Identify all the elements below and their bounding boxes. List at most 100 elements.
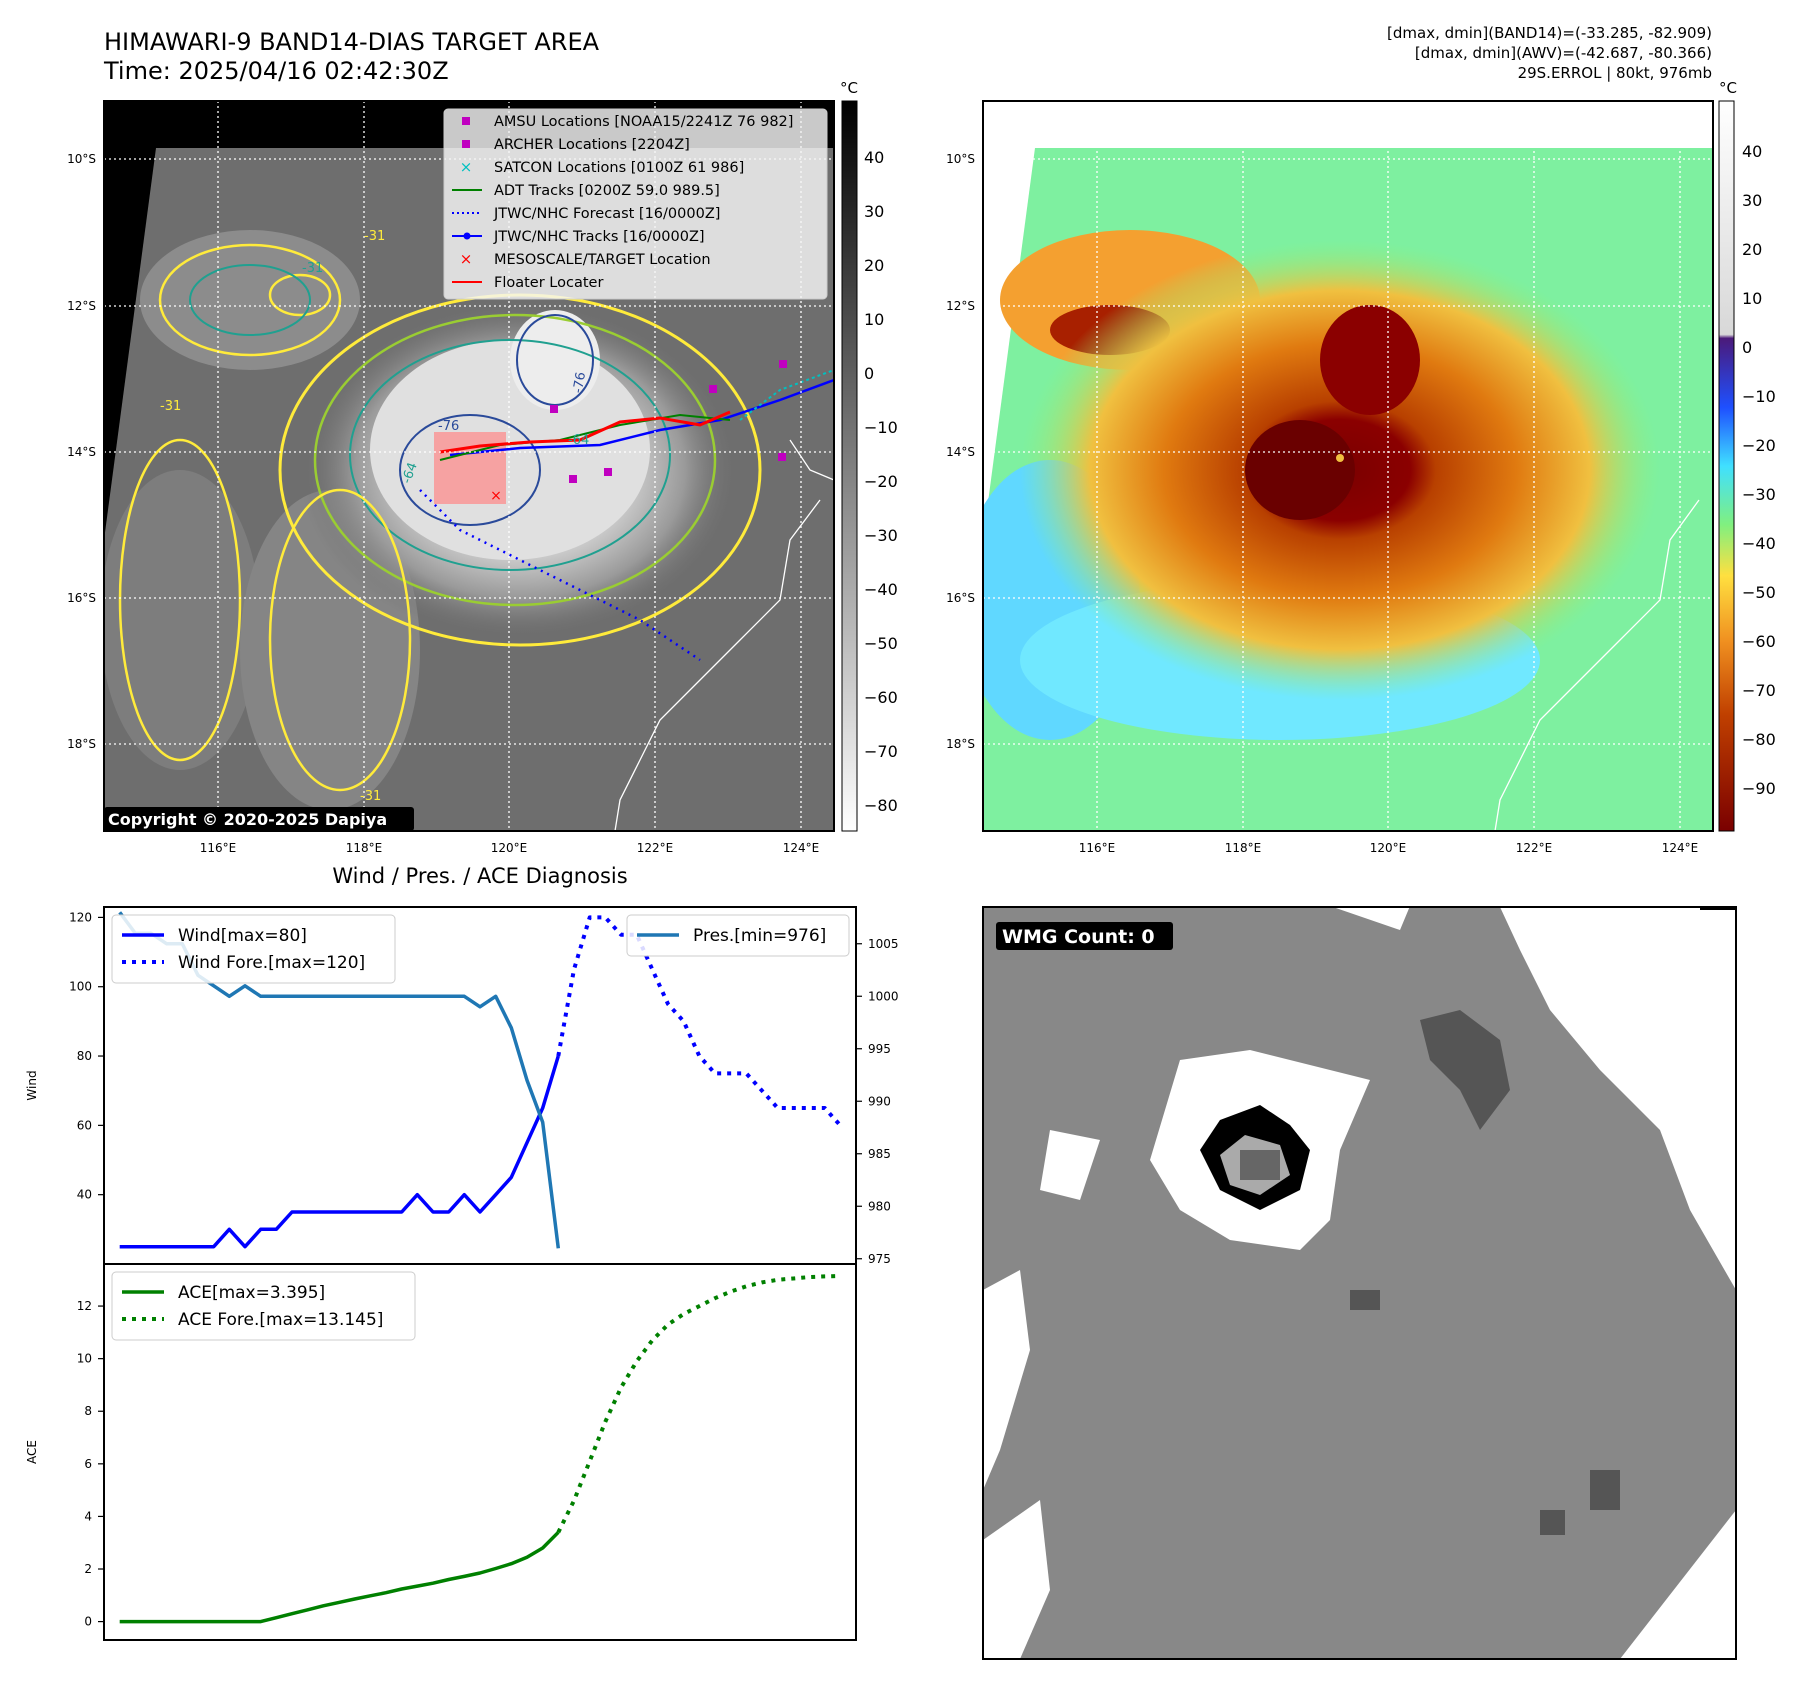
- cbar-tick-label: −80: [864, 796, 898, 815]
- legend-label: JTWC/NHC Tracks [16/0000Z]: [493, 229, 705, 245]
- cbar-tick-label: −90: [1742, 779, 1776, 798]
- y2-tick-label: 980: [868, 1199, 891, 1213]
- legend-marker-target: ×: [460, 250, 473, 268]
- left-colorbar-ticks: 40 30 20 10 0 −10 −20 −30 −40 −50 −60 −7…: [864, 148, 898, 815]
- y-tick-label: 6: [84, 1457, 92, 1471]
- coastline-color: [1494, 499, 1700, 831]
- legend-label: Wind[max=80]: [178, 926, 307, 946]
- cbar-tick-label: 20: [864, 256, 884, 275]
- series-line-1: [556, 1274, 841, 1534]
- cbar-tick-label: 0: [1742, 338, 1752, 357]
- cbar-tick-label: 30: [1742, 191, 1762, 210]
- legend-label: MESOSCALE/TARGET Location: [494, 252, 711, 268]
- legend-label: ACE[max=3.395]: [178, 1283, 325, 1303]
- y-axis-label: ACE: [25, 1440, 39, 1464]
- contour-label: -64: [399, 461, 420, 486]
- lon-tick-label: 124°E: [783, 841, 820, 855]
- dmax-band14-info: [dmax, dmin](BAND14)=(-33.285, -82.909): [1387, 24, 1712, 42]
- figure-time: Time: 2025/04/16 02:42:30Z: [104, 57, 449, 85]
- y-tick-label: 8: [84, 1404, 92, 1418]
- y-tick-label: 120: [69, 910, 92, 924]
- left-map-lon-ticks: 116°E 118°E 120°E 122°E 124°E: [200, 841, 820, 855]
- cbar-tick-label: −70: [1742, 681, 1776, 700]
- lat-tick-label: 14°S: [67, 445, 96, 459]
- legend-marker-amsu: [462, 117, 470, 125]
- grayscale-colorbar: [841, 100, 858, 832]
- legend-label: ACE Fore.[max=13.145]: [178, 1310, 383, 1330]
- cbar-tick-label: 10: [864, 310, 884, 329]
- lat-tick-label: 10°S: [67, 152, 96, 166]
- map-frame: [103, 100, 835, 832]
- series-line-1: [556, 915, 842, 1127]
- wmg-cold-patch: [1420, 1010, 1510, 1130]
- map-legend: AMSU Locations [NOAA15/2241Z 76 982] ARC…: [443, 108, 828, 300]
- cbar-tick-label: −60: [864, 688, 898, 707]
- lat-tick-label: 10°S: [946, 152, 975, 166]
- y-tick-label: 12: [77, 1299, 92, 1313]
- y-tick-label: 40: [77, 1188, 92, 1202]
- y2-tick-label: 995: [868, 1042, 891, 1056]
- cbar-tick-label: 0: [864, 364, 874, 383]
- cbar-tick-label: 40: [1742, 142, 1762, 161]
- ir-map-panel: × -31 -31 -31 -76 -76 -64 -64 -31 AMSU L…: [67, 79, 898, 855]
- figure-title: HIMAWARI-9 BAND14-DIAS TARGET AREA: [104, 28, 600, 56]
- copyright-badge: [104, 807, 414, 831]
- contour-label: -31: [360, 789, 381, 804]
- contour-label: -76: [571, 371, 589, 395]
- storm-eye-region: [1245, 420, 1355, 520]
- right-map-lon-ticks: 116°E 118°E 120°E 122°E 124°E: [1079, 841, 1699, 855]
- legend-box: [626, 914, 850, 957]
- cbar-tick-label: −50: [1742, 583, 1776, 602]
- lat-tick-label: 12°S: [67, 299, 96, 313]
- legend-box: [111, 1271, 416, 1341]
- amsu-marker: [779, 360, 787, 368]
- wind-pressure-axes: 40 60 80 100 120 975 980 985 990 995 1000 1005 Wind P…: [25, 906, 899, 1266]
- legend-label: JTWC/NHC Forecast [16/0000Z]: [493, 206, 720, 222]
- cbar-tick-label: −40: [864, 580, 898, 599]
- legend-box: [111, 914, 396, 984]
- colorbar-unit: °C: [840, 79, 858, 97]
- right-map-lat-ticks: 10°S 12°S 14°S 16°S 18°S: [946, 152, 975, 751]
- contour-label: -31: [364, 229, 385, 244]
- y-tick-label: 0: [84, 1615, 92, 1629]
- cbar-tick-label: −10: [864, 418, 898, 437]
- cbar-tick-label: −30: [864, 526, 898, 545]
- left-map-lat-ticks: 10°S 12°S 14°S 16°S 18°S: [67, 152, 96, 751]
- forecast-track: [419, 489, 701, 662]
- target-marker: ×: [490, 488, 502, 504]
- y2-tick-label: 1000: [868, 989, 899, 1003]
- legend-marker-archer: [462, 140, 470, 148]
- cbar-tick-label: −80: [1742, 730, 1776, 749]
- lat-tick-label: 14°S: [946, 445, 975, 459]
- ace-axes: 0 2 4 6 8 10 12 ACE ACE[max=3.395] ACE Fore.[max=…: [25, 1263, 857, 1641]
- series-line-0: [119, 1531, 560, 1624]
- legend-label: SATCON Locations [0100Z 61 986]: [494, 160, 744, 176]
- cbar-tick-label: −10: [1742, 387, 1776, 406]
- lon-tick-label: 120°E: [491, 841, 528, 855]
- contour-label: -31: [302, 261, 323, 276]
- cbar-tick-label: −30: [1742, 485, 1776, 504]
- right-colorbar-ticks: 40 30 20 10 0 −10 −20 −30 −40 −50 −60 −7…: [1742, 142, 1776, 798]
- best-track: [449, 378, 834, 457]
- cbar-tick-label: −40: [1742, 534, 1776, 553]
- wmg-count-text: WMG Count: 0: [1002, 926, 1155, 948]
- lat-tick-label: 12°S: [946, 299, 975, 313]
- cbar-tick-label: 10: [1742, 289, 1762, 308]
- legend-label: Pres.[min=976]: [693, 926, 826, 946]
- contour-label: -64: [568, 433, 589, 448]
- cbar-tick-label: −50: [864, 634, 898, 653]
- y-tick-label: 10: [77, 1352, 92, 1366]
- lat-tick-label: 16°S: [946, 591, 975, 605]
- y2-tick-label: 1005: [868, 937, 899, 951]
- wmg-count-badge: [996, 922, 1173, 950]
- y-tick-label: 100: [69, 980, 92, 994]
- lon-tick-label: 122°E: [637, 841, 674, 855]
- y-tick-label: 2: [84, 1562, 92, 1576]
- legend-label: ARCHER Locations [2204Z]: [494, 137, 690, 153]
- map-gridlines-color: [983, 101, 1713, 831]
- cbar-tick-label: −20: [1742, 436, 1776, 455]
- diagnosis-title: Wind / Pres. / ACE Diagnosis: [332, 864, 628, 888]
- cbar-tick-label: −60: [1742, 632, 1776, 651]
- color-ir-map-panel: 10°S 12°S 14°S 16°S 18°S 116°E 118°E 120…: [946, 79, 1776, 855]
- lon-tick-label: 124°E: [1662, 841, 1699, 855]
